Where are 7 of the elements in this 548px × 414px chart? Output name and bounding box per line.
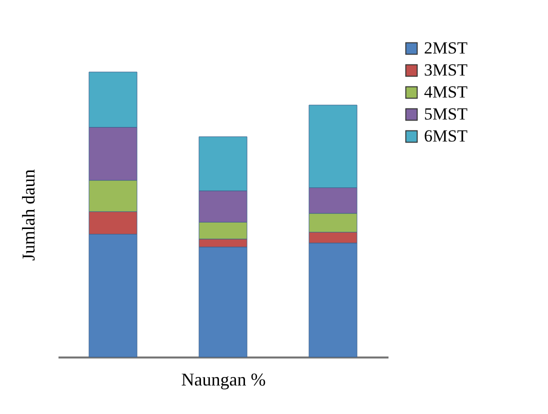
y-axis-title: Jumlah daun bbox=[18, 169, 38, 261]
legend-label: 3MST bbox=[424, 60, 468, 80]
legend-label: 4MST bbox=[424, 82, 468, 102]
x-axis-title: Naungan % bbox=[181, 370, 266, 390]
legend-label: 5MST bbox=[424, 104, 468, 124]
legend-label: 6MST bbox=[424, 126, 468, 146]
legend-label: 2MST bbox=[424, 38, 468, 58]
